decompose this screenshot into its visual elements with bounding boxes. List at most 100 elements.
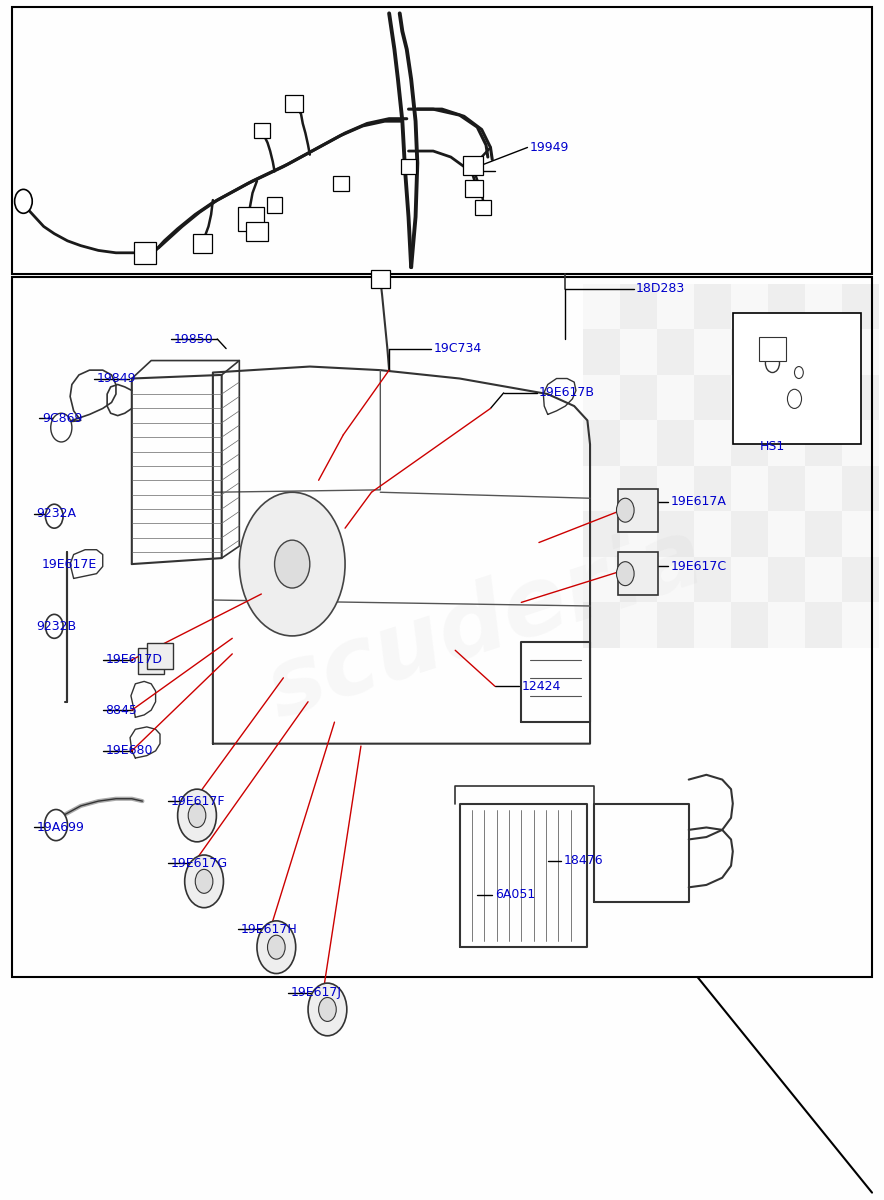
Text: 19A699: 19A699 bbox=[36, 821, 85, 834]
Circle shape bbox=[44, 810, 67, 841]
Bar bbox=[805, 557, 842, 602]
Circle shape bbox=[178, 790, 217, 842]
Bar bbox=[805, 602, 842, 648]
Text: 19E617E: 19E617E bbox=[42, 558, 97, 570]
Bar bbox=[842, 330, 879, 374]
Bar bbox=[805, 330, 842, 374]
Text: 19849: 19849 bbox=[96, 372, 136, 385]
Text: 19E617G: 19E617G bbox=[171, 857, 228, 870]
Bar bbox=[620, 466, 657, 511]
Bar bbox=[842, 466, 879, 511]
Circle shape bbox=[185, 856, 224, 907]
Bar bbox=[620, 330, 657, 374]
Circle shape bbox=[45, 614, 63, 638]
Bar bbox=[620, 602, 657, 648]
Circle shape bbox=[616, 498, 634, 522]
Text: 19E617B: 19E617B bbox=[539, 386, 595, 400]
Bar bbox=[193, 234, 212, 253]
Circle shape bbox=[188, 804, 206, 828]
Text: 18D283: 18D283 bbox=[636, 282, 685, 295]
Bar bbox=[694, 466, 731, 511]
Text: HS1: HS1 bbox=[760, 440, 785, 454]
Bar bbox=[463, 156, 483, 175]
Bar bbox=[842, 284, 879, 330]
Bar bbox=[238, 208, 264, 232]
Text: 18476: 18476 bbox=[564, 854, 603, 868]
Bar bbox=[731, 602, 768, 648]
Circle shape bbox=[616, 562, 634, 586]
Bar bbox=[768, 466, 805, 511]
Bar bbox=[694, 557, 731, 602]
Text: 19E680: 19E680 bbox=[105, 744, 153, 757]
Bar bbox=[618, 552, 658, 595]
Circle shape bbox=[195, 869, 213, 893]
Text: scuderia: scuderia bbox=[256, 510, 716, 738]
Bar bbox=[134, 242, 156, 264]
Bar bbox=[768, 284, 805, 330]
Bar bbox=[731, 420, 768, 466]
Bar bbox=[768, 374, 805, 420]
Bar bbox=[694, 330, 731, 374]
Bar bbox=[768, 330, 805, 374]
Circle shape bbox=[318, 997, 336, 1021]
Bar bbox=[657, 511, 694, 557]
Bar bbox=[731, 557, 768, 602]
Bar bbox=[255, 122, 271, 138]
Bar bbox=[694, 284, 731, 330]
Text: 9232A: 9232A bbox=[36, 508, 77, 521]
Bar bbox=[694, 420, 731, 466]
Bar bbox=[657, 330, 694, 374]
Bar bbox=[583, 374, 620, 420]
Bar bbox=[657, 466, 694, 511]
Bar bbox=[731, 330, 768, 374]
Bar bbox=[583, 330, 620, 374]
Bar bbox=[147, 643, 173, 670]
Bar bbox=[768, 420, 805, 466]
Bar bbox=[694, 374, 731, 420]
Bar bbox=[842, 374, 879, 420]
Bar bbox=[620, 374, 657, 420]
Bar bbox=[400, 158, 416, 174]
Circle shape bbox=[275, 540, 309, 588]
Bar bbox=[731, 284, 768, 330]
Circle shape bbox=[788, 389, 802, 408]
Circle shape bbox=[45, 504, 63, 528]
Circle shape bbox=[257, 920, 296, 973]
Text: 19E617H: 19E617H bbox=[241, 923, 298, 936]
Text: 19E617A: 19E617A bbox=[671, 496, 727, 509]
Bar bbox=[247, 222, 269, 241]
Circle shape bbox=[268, 935, 286, 959]
Bar bbox=[731, 374, 768, 420]
Bar bbox=[805, 420, 842, 466]
Bar bbox=[583, 557, 620, 602]
Bar bbox=[657, 557, 694, 602]
Text: 6A051: 6A051 bbox=[495, 888, 535, 901]
Bar bbox=[583, 284, 620, 330]
Bar bbox=[620, 284, 657, 330]
Bar bbox=[620, 511, 657, 557]
Text: 19949: 19949 bbox=[530, 140, 569, 154]
Text: 12424: 12424 bbox=[522, 679, 560, 692]
Bar bbox=[842, 557, 879, 602]
Text: 9232B: 9232B bbox=[36, 620, 77, 632]
Text: 8845: 8845 bbox=[105, 703, 137, 716]
Text: 19C734: 19C734 bbox=[433, 342, 482, 355]
Text: 19E617C: 19E617C bbox=[671, 560, 728, 572]
Bar bbox=[768, 511, 805, 557]
Bar bbox=[842, 511, 879, 557]
Bar bbox=[657, 374, 694, 420]
Bar bbox=[138, 648, 164, 674]
Bar bbox=[618, 488, 658, 532]
Circle shape bbox=[795, 366, 804, 378]
Bar bbox=[768, 557, 805, 602]
Bar bbox=[583, 466, 620, 511]
Bar bbox=[12, 7, 872, 275]
Bar bbox=[583, 511, 620, 557]
Bar bbox=[620, 557, 657, 602]
Bar bbox=[476, 199, 492, 215]
Bar bbox=[733, 313, 861, 444]
Bar bbox=[805, 511, 842, 557]
Bar bbox=[731, 511, 768, 557]
Bar bbox=[12, 277, 872, 977]
Bar bbox=[805, 374, 842, 420]
